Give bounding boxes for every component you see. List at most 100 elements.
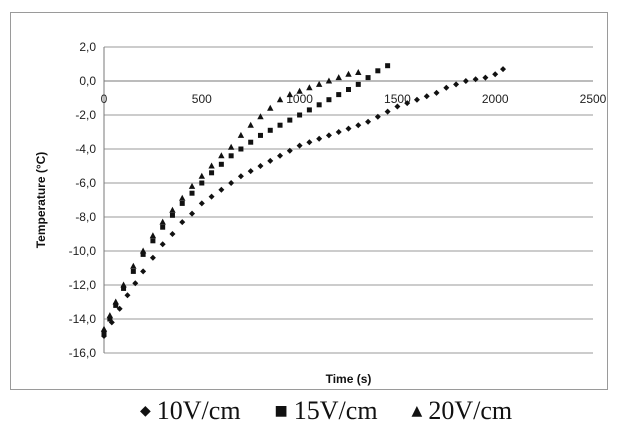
data-point-15v [326, 97, 332, 103]
data-point-20v [345, 70, 352, 77]
x-tick-label: 1000 [286, 92, 313, 106]
data-point-10v [404, 100, 411, 107]
data-point-15v [101, 330, 107, 336]
x-axis-title: Time (s) [326, 372, 372, 386]
data-point-15v [107, 316, 113, 322]
data-point-20v [355, 69, 362, 75]
data-point-10v [433, 89, 440, 96]
legend-item-15v: ■ 15V/cm [275, 396, 378, 426]
data-point-20v [296, 87, 303, 94]
data-point-20v [267, 104, 274, 111]
data-point-10v [208, 193, 215, 200]
data-point-10v [443, 84, 450, 91]
data-point-20v [169, 206, 176, 213]
data-point-15v [179, 200, 185, 206]
x-tick-label: 500 [192, 92, 212, 106]
data-point-15v [150, 238, 156, 244]
data-point-20v [188, 182, 196, 189]
data-point-10v [423, 93, 430, 100]
y-tick-label: 2,0 [79, 40, 96, 54]
legend-diamond-icon: ◆ [140, 403, 151, 419]
y-tick-label: -14,0 [69, 312, 97, 326]
y-tick-label: 0,0 [79, 74, 96, 88]
data-point-10v [472, 76, 479, 83]
data-point-10v [453, 81, 460, 88]
data-point-15v [113, 302, 119, 308]
data-point-15v [297, 112, 303, 118]
data-point-20v [112, 298, 119, 305]
data-point-20v [106, 312, 114, 319]
y-tick-label: -16,0 [69, 346, 97, 360]
data-point-15v [238, 146, 244, 152]
y-tick-label: -10,0 [69, 244, 97, 258]
data-point-10v [286, 147, 293, 154]
data-point-10v [267, 157, 274, 164]
data-point-15v [336, 92, 342, 98]
data-point-15v [267, 127, 273, 133]
y-tick-label: -6,0 [75, 176, 96, 190]
data-point-10v [159, 241, 166, 248]
data-point-10v [198, 200, 205, 207]
y-tick-label: -12,0 [69, 278, 97, 292]
data-point-15v [189, 190, 195, 196]
data-point-15v [121, 285, 127, 291]
data-point-20v [130, 262, 137, 269]
data-point-15v [199, 180, 205, 186]
data-point-15v [160, 224, 166, 230]
data-point-10v [394, 103, 401, 110]
data-point-15v [375, 68, 381, 74]
x-tick-label: 1500 [384, 92, 411, 106]
data-point-10v [140, 268, 147, 275]
data-point-20v [159, 218, 166, 225]
data-point-15v [287, 117, 293, 123]
y-tick-label: -2,0 [75, 108, 96, 122]
data-point-15v [346, 87, 351, 92]
data-point-10v [228, 180, 235, 186]
data-point-10v [169, 231, 176, 237]
data-point-10v [500, 66, 507, 73]
legend-item-20v: ▲ 20V/cm [412, 396, 513, 426]
data-point-15v [365, 75, 371, 81]
legend-item-10v: ◆ 10V/cm [140, 396, 241, 426]
data-point-10v [296, 142, 303, 149]
data-point-20v [335, 74, 342, 81]
data-point-10v [492, 71, 499, 78]
data-point-10v [179, 219, 186, 226]
data-point-10v [325, 132, 332, 139]
data-point-20v [306, 84, 313, 91]
data-point-10v [462, 78, 469, 84]
data-point-10v [257, 163, 264, 169]
data-point-10v [149, 254, 156, 261]
data-point-20v [208, 162, 215, 169]
y-tick-label: -4,0 [75, 142, 96, 156]
data-point-10v [365, 118, 372, 125]
data-point-10v [237, 173, 244, 180]
data-point-20v [139, 247, 147, 254]
data-point-10v [374, 113, 381, 120]
data-point-10v [247, 168, 254, 175]
legend-label-15v: 15V/cm [293, 396, 378, 425]
data-point-10v [413, 96, 420, 103]
data-point-15v [277, 122, 283, 128]
data-point-10v [482, 74, 489, 81]
data-point-10v [306, 139, 313, 146]
data-point-15v [209, 170, 215, 176]
data-point-10v [124, 292, 131, 299]
data-point-10v [277, 152, 284, 159]
legend: ◆ 10V/cm ■ 15V/cm ▲ 20V/cm [140, 395, 610, 427]
data-point-10v [335, 129, 342, 135]
data-point-15v [218, 161, 224, 167]
data-point-20v [218, 152, 225, 159]
data-point-10v [355, 122, 362, 129]
data-point-20v [179, 194, 186, 201]
data-point-10v [218, 186, 225, 193]
data-point-15v [355, 81, 361, 87]
data-point-15v [248, 139, 254, 145]
legend-triangle-icon: ▲ [411, 403, 423, 419]
x-tick-label: 2500 [580, 92, 607, 106]
legend-label-10v: 10V/cm [156, 396, 241, 425]
data-point-15v [316, 102, 322, 108]
x-tick-label: 0 [101, 92, 108, 106]
data-point-20v [227, 143, 235, 150]
data-point-20v [247, 121, 254, 128]
